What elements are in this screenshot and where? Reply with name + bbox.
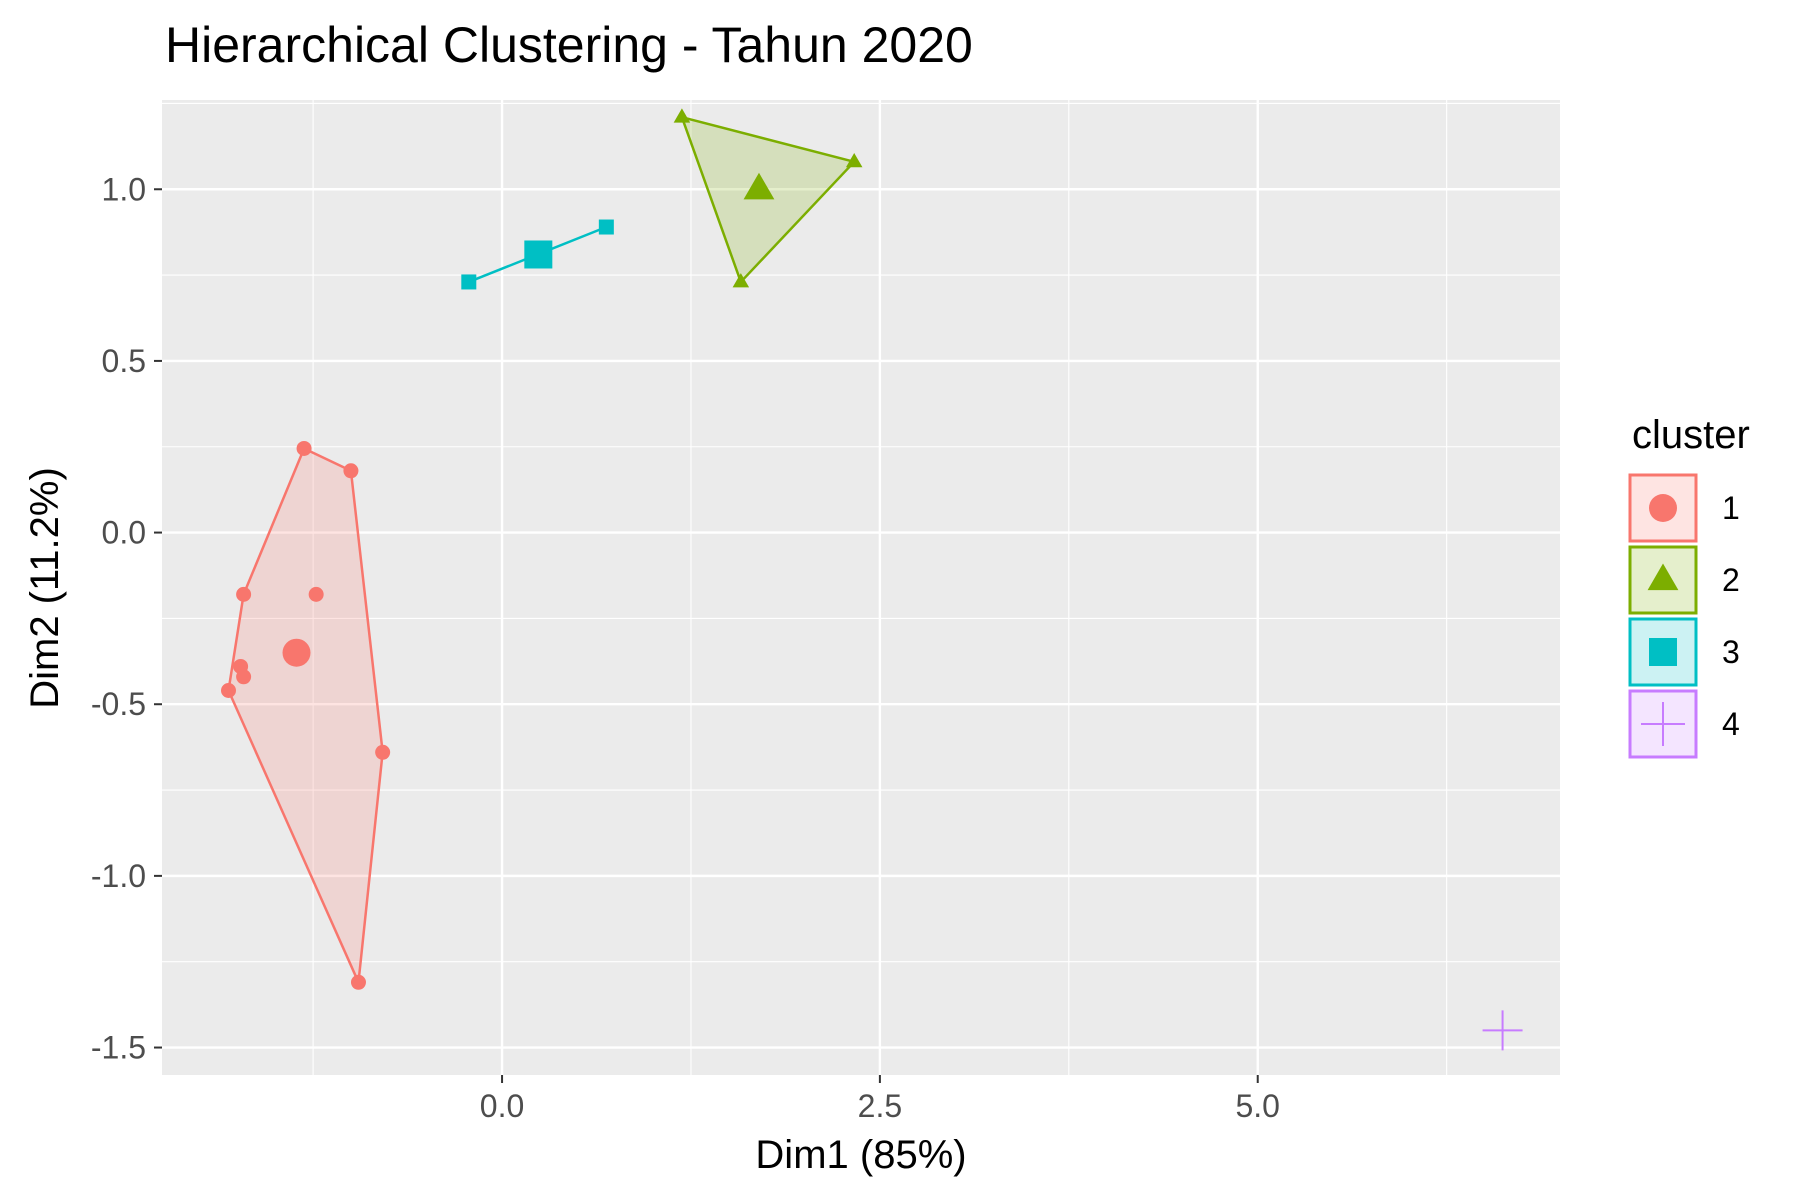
y-axis: 1.0 0.5 0.0 -0.5 -1.0 -1.5: [91, 171, 162, 1066]
cluster-1-point: [236, 669, 252, 685]
y-tick-label: 0.5: [102, 343, 146, 379]
legend-label-3: 3: [1722, 634, 1740, 670]
legend-item-3: 3: [1628, 617, 1740, 687]
cluster-4-point: [1482, 1010, 1523, 1051]
y-tick-label: 1.0: [102, 171, 146, 207]
y-tick-label: -1.0: [91, 858, 146, 894]
cluster-3-center: [524, 240, 553, 269]
y-tick-label: 0.0: [102, 515, 146, 551]
legend-marker-1: [1649, 494, 1677, 522]
major-gridlines: [162, 100, 1560, 1075]
y-axis-title: Dim2 (11.2%): [23, 467, 67, 709]
cluster-1-point: [220, 682, 236, 698]
legend-item-2: 2: [1628, 545, 1740, 615]
y-tick-label: -0.5: [91, 686, 146, 722]
chart-title: Hierarchical Clustering - Tahun 2020: [165, 17, 973, 73]
y-tick-label: -1.5: [91, 1030, 146, 1066]
cluster-2-point: [673, 108, 691, 123]
cluster-hulls: [227, 115, 856, 984]
legend-label-1: 1: [1722, 490, 1740, 526]
legend-title: cluster: [1632, 413, 1750, 457]
plot-panel: [162, 100, 1560, 1075]
cluster-2-point: [732, 273, 750, 288]
x-axis-title: Dim1 (85%): [755, 1133, 966, 1177]
cluster-1-point: [308, 586, 324, 602]
legend-item-4: 4: [1628, 689, 1740, 759]
x-tick-label: 5.0: [1235, 1088, 1279, 1124]
cluster-1-point: [375, 744, 391, 760]
cluster-points: [220, 108, 1523, 1051]
cluster-1-point: [343, 463, 359, 479]
legend-marker-2: [1647, 563, 1679, 591]
cluster-1-center: [282, 638, 311, 667]
legend-label-2: 2: [1722, 562, 1740, 598]
cluster-1-point: [296, 440, 312, 456]
cluster-3-point: [461, 274, 477, 290]
cluster-1-point: [236, 586, 252, 602]
legend-marker-3: [1649, 638, 1677, 666]
legend: 1 2 3 4: [1628, 473, 1740, 759]
cluster-centers: [282, 172, 775, 667]
legend-item-1: 1: [1628, 473, 1740, 543]
x-tick-label: 0.0: [480, 1088, 524, 1124]
x-axis: 0.0 2.5 5.0: [480, 1075, 1280, 1124]
cluster-3-point: [598, 219, 614, 235]
x-tick-label: 2.5: [858, 1088, 902, 1124]
cluster-2-center: [743, 172, 775, 200]
cluster-1-point: [350, 974, 366, 990]
cluster-2-hull: [680, 115, 856, 284]
legend-marker-4: [1641, 702, 1685, 746]
legend-label-4: 4: [1722, 706, 1740, 742]
minor-gridlines: [162, 100, 1560, 1075]
cluster-2-point: [845, 152, 863, 168]
